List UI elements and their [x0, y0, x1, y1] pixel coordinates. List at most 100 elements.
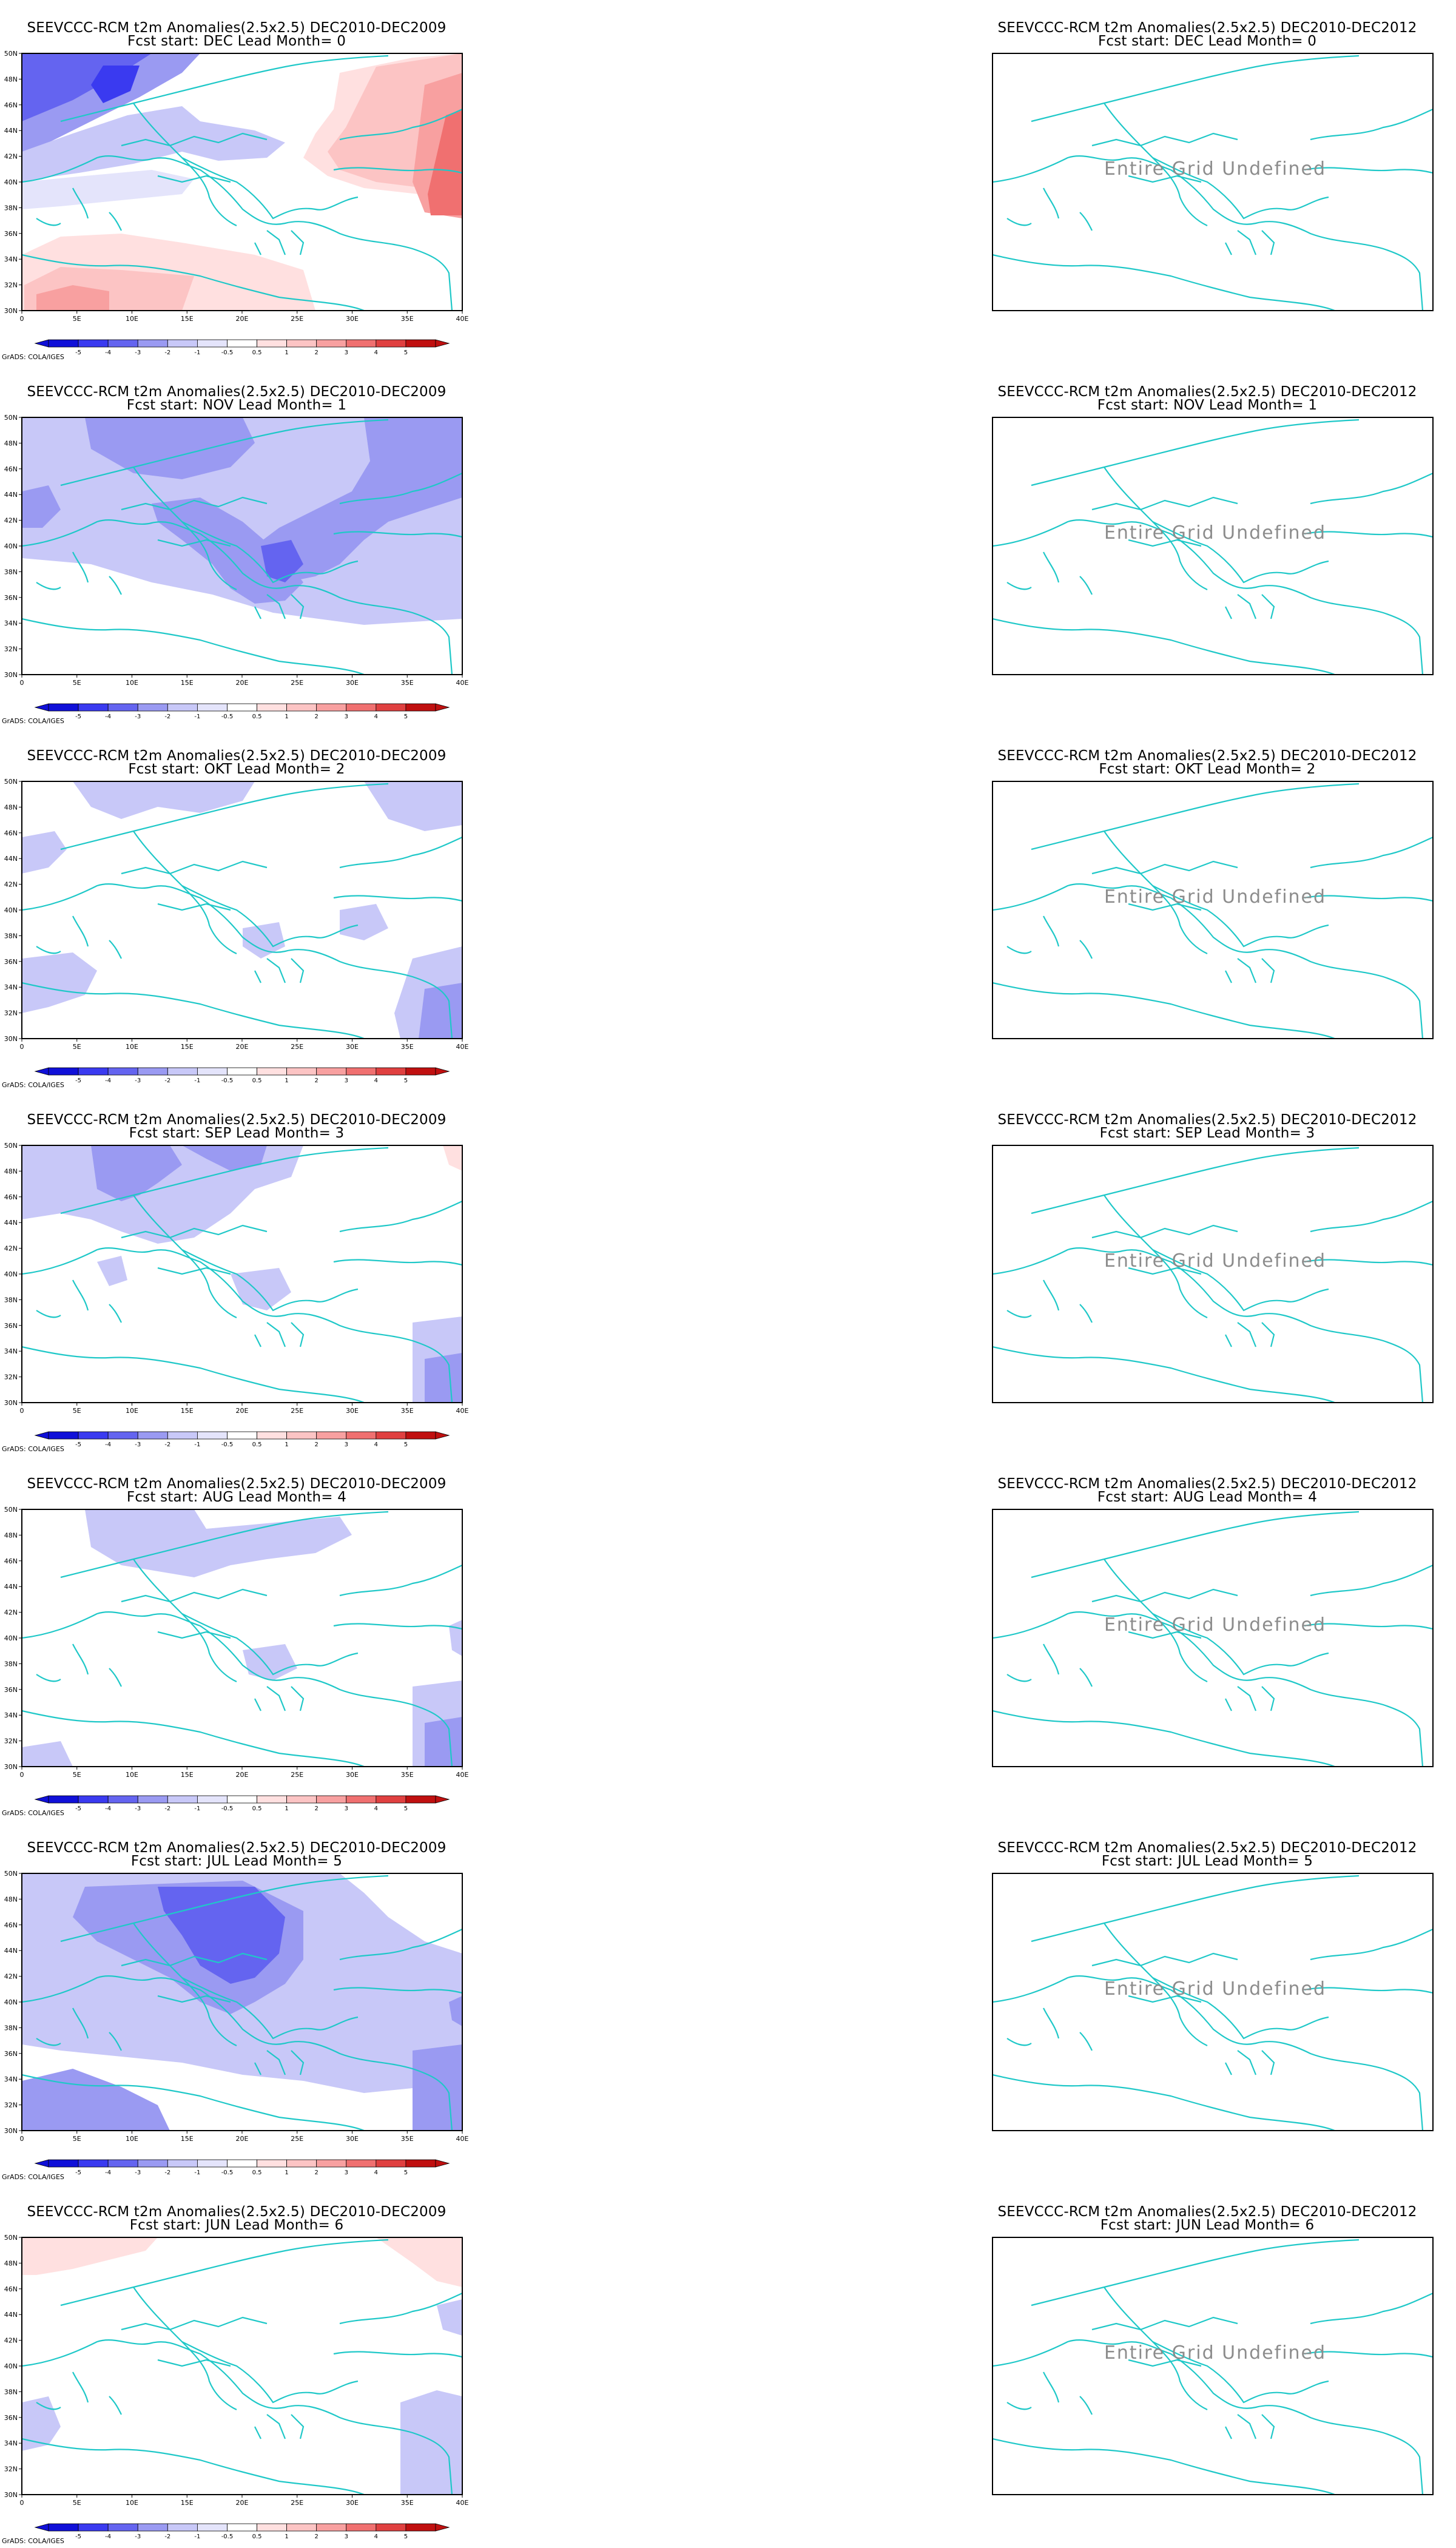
x-tick-label: 35E [401, 1043, 414, 1051]
anomaly-shading [22, 1873, 462, 2131]
x-tick-label: 35E [401, 2135, 414, 2143]
colorbar-label: -2 [164, 2533, 170, 2540]
x-tick-label: 20E [236, 1407, 249, 1415]
colorbar-label: -4 [105, 713, 111, 720]
colorbar-label: 1 [285, 1077, 288, 1084]
y-tick-label: 36N [4, 594, 18, 602]
y-tick-label: 50N [4, 2234, 18, 2242]
colorbar-swatch [346, 339, 377, 348]
map-axes: 0 5E 10E 15E 20E 25E 30E 35E 40E 50N 48N 46N 44N 42N 4… [4, 1142, 469, 1415]
y-tick-label: 34N [4, 2439, 18, 2447]
colorbar-label: 1 [285, 713, 288, 720]
entire-grid-undefined-label: Entire Grid Undefined [1104, 2342, 1326, 2364]
colorbar: -5 -4 -3 -2 -1 -0.5 0.5 1 2 3 4 5 [34, 2523, 450, 2540]
x-tick-label: 25E [291, 679, 303, 687]
y-tick-label: 30N [4, 307, 18, 315]
colorbar-label: 5 [404, 2533, 408, 2540]
undefined-map: Entire Grid Undefined [992, 417, 1434, 676]
y-tick-label: 44N [4, 1947, 18, 1955]
anomaly-map: 0 5E 10E 15E 20E 25E 30E 35E 40E 50N 48N 46N 44N 42N 4… [4, 414, 469, 720]
y-tick-label: 30N [4, 1035, 18, 1043]
entire-grid-undefined-label: Entire Grid Undefined [1104, 1978, 1326, 2000]
coastline-layer [992, 1511, 1434, 1768]
colorbar-swatch [107, 2523, 138, 2532]
map-subtitle: Fcst start: DEC Lead Month= 0 [1097, 33, 1317, 49]
colorbar-label: -0.5 [221, 349, 234, 356]
forecast-row-lead-0: SEEVCCC-RCM t2m Anomalies(2.5x2.5) DEC20… [0, 0, 1456, 364]
x-tick-label: 10E [126, 2135, 138, 2143]
entire-grid-undefined-label: Entire Grid Undefined [1104, 522, 1326, 544]
colorbar-label: 4 [374, 2533, 378, 2540]
colorbar-swatch [197, 339, 228, 348]
colorbar-label: -0.5 [221, 1805, 234, 1812]
colorbar-label: -2 [164, 2169, 170, 2176]
y-tick-label: 30N [4, 2127, 18, 2135]
colorbar-swatch [346, 1795, 377, 1804]
colorbar-swatch [405, 2159, 436, 2168]
colorbar-arrow-low [34, 1795, 49, 1804]
undefined-map-panel: SEEVCCC-RCM t2m Anomalies(2.5x2.5) DEC20… [971, 2184, 1456, 2548]
colorbar-label: 0.5 [252, 713, 262, 720]
colorbar-label: -4 [105, 2533, 111, 2540]
colorbar-label: 4 [374, 349, 378, 356]
y-tick-label: 38N [4, 932, 18, 940]
colorbar-label: -0.5 [221, 1441, 234, 1448]
forecast-row-lead-5: SEEVCCC-RCM t2m Anomalies(2.5x2.5) DEC20… [0, 1820, 1456, 2184]
colorbar-swatch [316, 1431, 347, 1440]
y-tick-label: 50N [4, 1142, 18, 1150]
y-tick-label: 48N [4, 439, 18, 447]
map-frame [992, 781, 1434, 1039]
colorbar: -5 -4 -3 -2 -1 -0.5 0.5 1 2 3 4 5 [34, 2159, 450, 2176]
colorbar-swatch [316, 2523, 347, 2532]
undefined-map-panel: SEEVCCC-RCM t2m Anomalies(2.5x2.5) DEC20… [971, 1456, 1456, 1820]
grads-credit: GrADS: COLA/IGES [2, 1809, 64, 1817]
y-tick-label: 48N [4, 2259, 18, 2267]
undefined-map: Entire Grid Undefined [992, 1873, 1434, 2132]
colorbar: -5 -4 -3 -2 -1 -0.5 0.5 1 2 3 4 5 [34, 1067, 450, 1084]
colorbar-swatch [197, 703, 228, 712]
x-tick-label: 0 [20, 2499, 24, 2507]
map-title: SEEVCCC-RCM t2m Anomalies(2.5x2.5) DEC20… [997, 384, 1417, 400]
colorbar-label: -4 [105, 1441, 111, 1448]
y-tick-label: 36N [4, 2050, 18, 2058]
colorbar-label: -2 [164, 1441, 170, 1448]
colorbar-swatch [167, 1795, 198, 1804]
x-tick-label: 10E [126, 1771, 138, 1779]
colorbar-label: 0.5 [252, 349, 262, 356]
anomaly-map-panel: SEEVCCC-RCM t2m Anomalies(2.5x2.5) DEC20… [0, 1820, 485, 2184]
y-tick-label: 32N [4, 1009, 18, 1017]
colorbar-swatch [227, 703, 257, 712]
colorbar-swatch [78, 1795, 109, 1804]
y-tick-label: 36N [4, 2414, 18, 2422]
y-tick-label: 40N [4, 1998, 18, 2006]
colorbar-swatch [316, 1795, 347, 1804]
colorbar-swatch [167, 703, 198, 712]
x-tick-label: 35E [401, 315, 414, 323]
colorbar-label: -2 [164, 1805, 170, 1812]
colorbar-swatch [167, 1431, 198, 1440]
colorbar-arrow-high [435, 1067, 450, 1076]
colorbar-swatch [107, 2159, 138, 2168]
x-tick-label: 20E [236, 315, 249, 323]
y-tick-label: 36N [4, 230, 18, 238]
y-tick-label: 44N [4, 491, 18, 499]
y-tick-label: 40N [4, 542, 18, 550]
map-title: SEEVCCC-RCM t2m Anomalies(2.5x2.5) DEC20… [27, 748, 447, 764]
y-tick-label: 34N [4, 2075, 18, 2083]
x-tick-label: 40E [456, 1771, 469, 1779]
y-tick-label: 42N [4, 881, 18, 889]
colorbar-swatch [405, 1795, 436, 1804]
colorbar-swatch [227, 1795, 257, 1804]
colorbar-label: -5 [75, 713, 81, 720]
colorbar-label: -4 [105, 2169, 111, 2176]
colorbar-label: 1 [285, 1441, 288, 1448]
y-tick-label: 40N [4, 178, 18, 186]
x-tick-label: 0 [20, 1043, 24, 1051]
colorbar-swatch [78, 1067, 109, 1076]
colorbar-label: -3 [135, 2169, 141, 2176]
colorbar-label: -2 [164, 349, 170, 356]
colorbar-label: -3 [135, 1441, 141, 1448]
colorbar-label: -0.5 [221, 1077, 234, 1084]
colorbar-label: 0.5 [252, 1077, 262, 1084]
x-tick-label: 20E [236, 1043, 249, 1051]
